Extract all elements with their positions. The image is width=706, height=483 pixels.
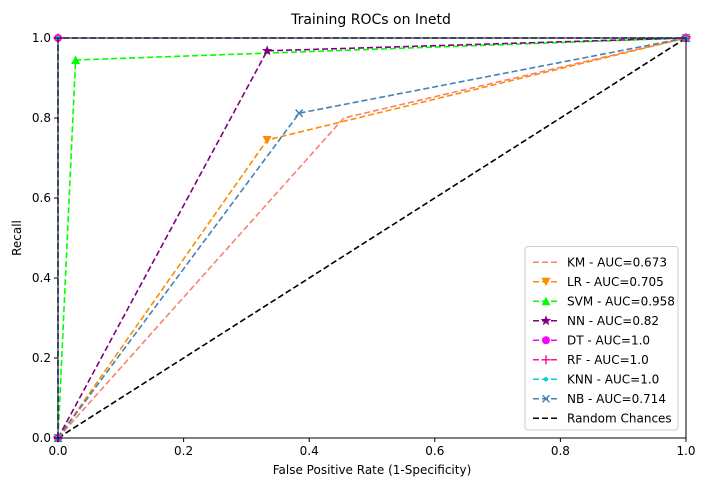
- legend-marker-rf: [541, 355, 551, 365]
- legend-marker-knn: [543, 377, 549, 382]
- data-point-svm: [71, 55, 81, 64]
- y-tick-label: 0.2: [32, 351, 51, 365]
- legend-marker-svm: [541, 296, 551, 306]
- legend-label-km: KM - AUC=0.673: [567, 255, 667, 269]
- data-point-lr: [262, 136, 272, 145]
- x-axis-ticks: 0.0 0.2 0.4 0.6 0.8 1.0: [48, 438, 696, 458]
- y-tick-label: 0.8: [32, 111, 51, 125]
- legend-marker-nb: [541, 394, 551, 403]
- x-tick-label: 0.6: [425, 444, 444, 458]
- legend-label-nn: NN - AUC=0.82: [567, 314, 659, 328]
- y-axis-ticks: 0.0 0.2 0.4 0.6 0.8 1.0: [32, 31, 58, 445]
- y-tick-label: 1.0: [32, 31, 51, 45]
- x-tick-label: 0.2: [174, 444, 193, 458]
- y-tick-label: 0.6: [32, 191, 51, 205]
- legend-box: [524, 246, 679, 431]
- y-tick-label: 0.4: [32, 271, 51, 285]
- legend-marker-lr: [541, 277, 551, 287]
- data-point-nn: [261, 45, 273, 56]
- legend-label-svm: SVM - AUC=0.958: [567, 294, 675, 308]
- data-point-nb: [295, 109, 304, 118]
- legend: KM - AUC=0.673 LR - AUC=0.705 SVM - AUC=0.…: [524, 246, 679, 431]
- series-line-nn: [57, 37, 687, 439]
- x-tick-label: 1.0: [676, 444, 695, 458]
- legend-label-lr: LR - AUC=0.705: [567, 275, 664, 289]
- legend-label-dt: DT - AUC=1.0: [567, 333, 650, 347]
- legend-marker-nn: [540, 315, 552, 326]
- legend-label-knn: KNN - AUC=1.0: [567, 372, 659, 386]
- legend-label-random: Random Chances: [567, 411, 672, 425]
- x-tick-label: 0.4: [300, 444, 319, 458]
- x-axis-label: False Positive Rate (1-Specificity): [273, 463, 472, 477]
- legend-label-nb: NB - AUC=0.714: [567, 392, 666, 406]
- plot-frame: [57, 37, 687, 439]
- y-tick-label: 0.0: [32, 431, 51, 445]
- legend-label-rf: RF - AUC=1.0: [567, 353, 649, 367]
- legend-marker-dt: [542, 336, 550, 345]
- y-axis-label: Recall: [10, 220, 24, 256]
- x-tick-label: 0.0: [48, 444, 67, 458]
- x-tick-label: 0.8: [551, 444, 570, 458]
- series-line-nb: [57, 37, 687, 439]
- series-line-random: [57, 37, 687, 439]
- chart-title: Training ROCs on Inetd: [290, 12, 451, 28]
